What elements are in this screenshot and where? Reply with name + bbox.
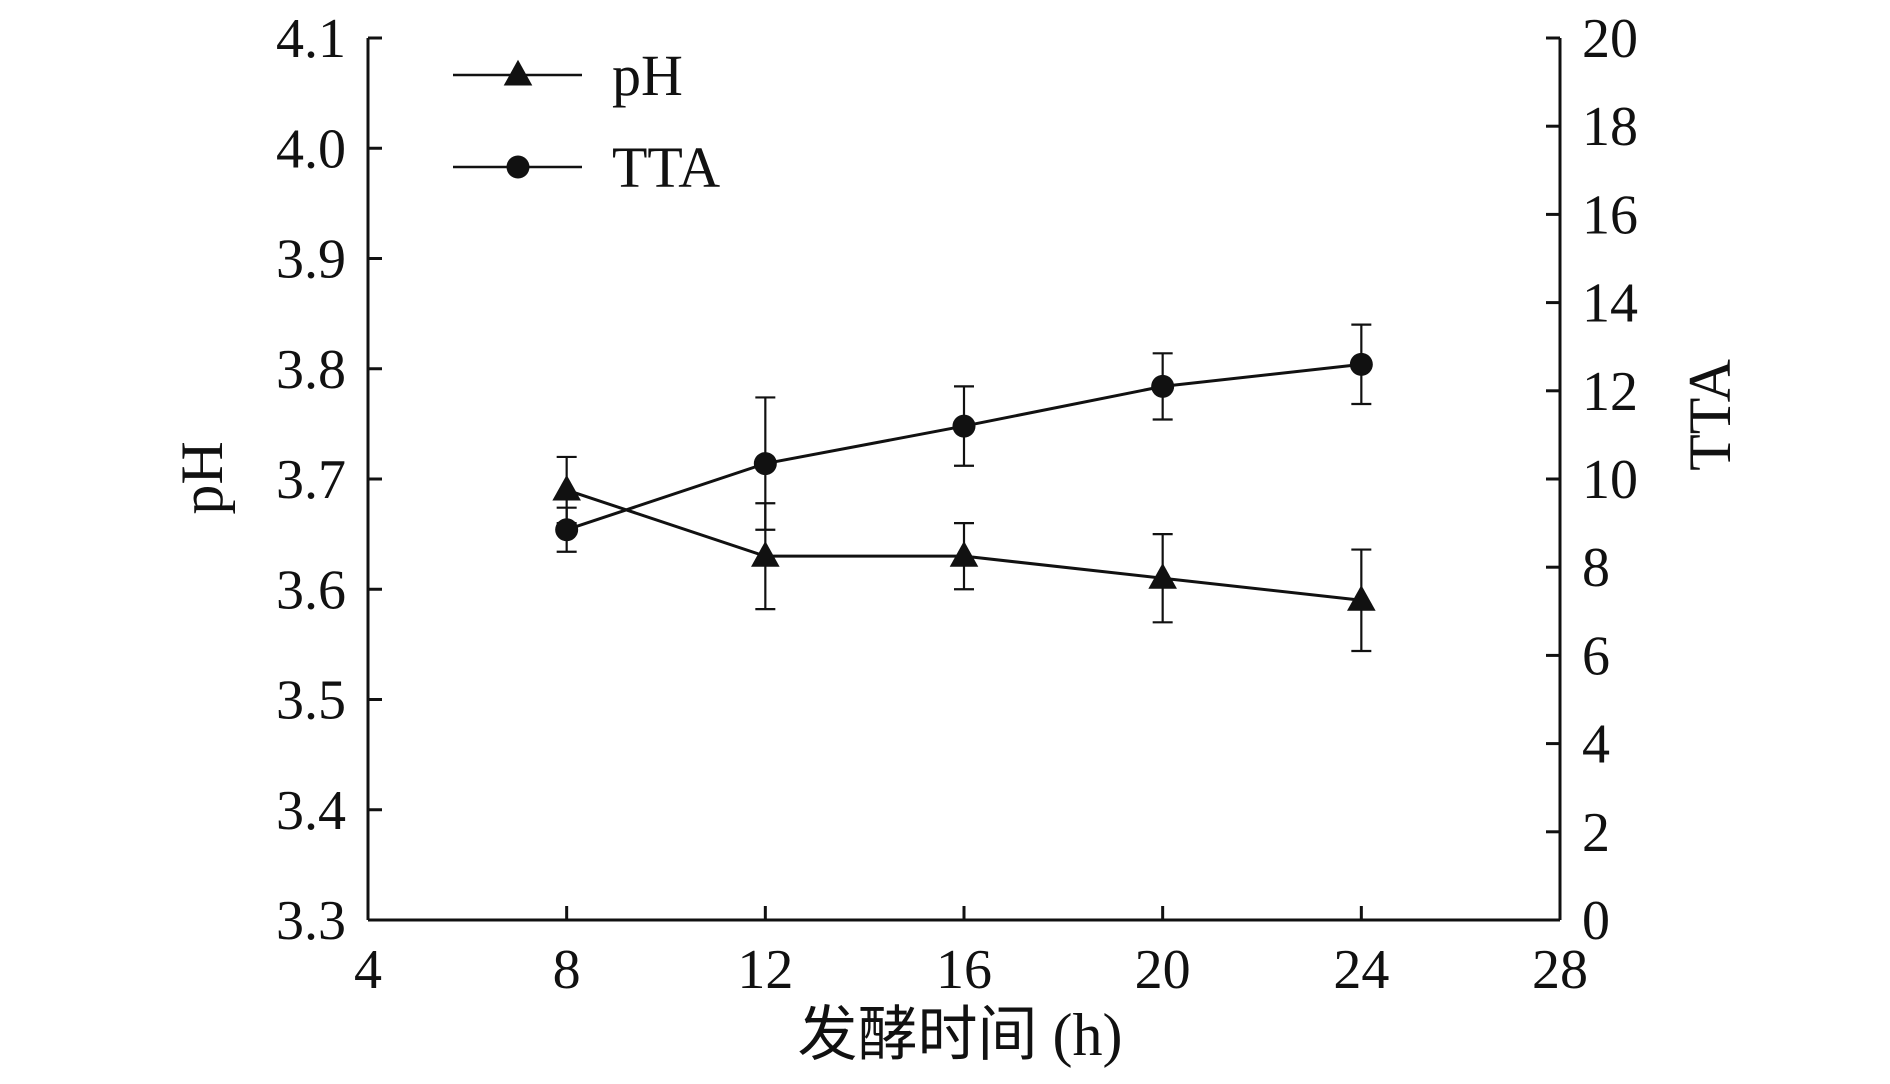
x-axis-title: 发酵时间 (h) bbox=[798, 1002, 1123, 1068]
y2-tick-label: 4 bbox=[1582, 714, 1610, 776]
series-tta bbox=[555, 323, 1373, 553]
x-tick-label: 28 bbox=[1532, 939, 1588, 1001]
y-axis-title: pH bbox=[169, 441, 235, 514]
y2-tick-label: 18 bbox=[1582, 96, 1638, 158]
data-point bbox=[1151, 374, 1175, 398]
y-tick-label: 3.9 bbox=[276, 229, 346, 291]
data-point bbox=[1349, 352, 1373, 376]
y2-tick-label: 0 bbox=[1582, 890, 1610, 952]
y-tick-label: 3.7 bbox=[276, 449, 346, 511]
y-tick-label: 3.4 bbox=[276, 780, 346, 842]
data-point bbox=[949, 540, 979, 567]
legend-marker bbox=[506, 155, 530, 179]
data-point bbox=[751, 540, 780, 567]
legend-item-tta: TTA bbox=[453, 135, 720, 200]
axes-layer: 4 8 12 16 20 24 283.33.43.53.63.73.83.94.04.10… bbox=[276, 8, 1638, 1001]
legend-label: pH bbox=[612, 43, 683, 108]
y2-tick-label: 16 bbox=[1582, 184, 1638, 246]
series-ph bbox=[552, 455, 1376, 653]
y-tick-label: 3.6 bbox=[276, 559, 346, 621]
y2-tick-label: 12 bbox=[1582, 361, 1638, 423]
y-tick-label: 3.5 bbox=[276, 670, 346, 732]
y2-tick-label: 14 bbox=[1582, 273, 1638, 335]
data-point bbox=[952, 414, 976, 438]
y-tick-label: 4.1 bbox=[276, 8, 346, 70]
legend-label: TTA bbox=[612, 135, 720, 200]
x-tick-label: 12 bbox=[737, 939, 793, 1001]
x-tick-label: 4 bbox=[354, 939, 382, 1001]
y-tick-label: 3.8 bbox=[276, 339, 346, 401]
legend-item-ph: pH bbox=[453, 43, 683, 108]
x-tick-label: 20 bbox=[1135, 939, 1191, 1001]
y2-tick-label: 8 bbox=[1582, 537, 1610, 599]
data-point bbox=[1347, 585, 1376, 611]
data-point bbox=[555, 518, 579, 542]
x-tick-label: 24 bbox=[1333, 939, 1389, 1001]
data-point bbox=[552, 474, 581, 501]
legend-marker bbox=[503, 59, 533, 86]
x-tick-label: 16 bbox=[936, 939, 992, 1001]
data-point bbox=[1148, 563, 1177, 589]
data-point bbox=[753, 452, 777, 476]
y-tick-label: 4.0 bbox=[276, 118, 346, 180]
y2-axis-title: TTA bbox=[1677, 359, 1743, 471]
y2-tick-label: 10 bbox=[1582, 449, 1638, 511]
series-layer bbox=[552, 323, 1376, 653]
y2-tick-label: 6 bbox=[1582, 625, 1610, 687]
y-tick-label: 3.3 bbox=[276, 890, 346, 952]
y2-tick-label: 20 bbox=[1582, 8, 1638, 70]
legend: pH TTA bbox=[453, 43, 720, 200]
y2-tick-label: 2 bbox=[1582, 802, 1610, 864]
x-tick-label: 8 bbox=[553, 939, 581, 1001]
